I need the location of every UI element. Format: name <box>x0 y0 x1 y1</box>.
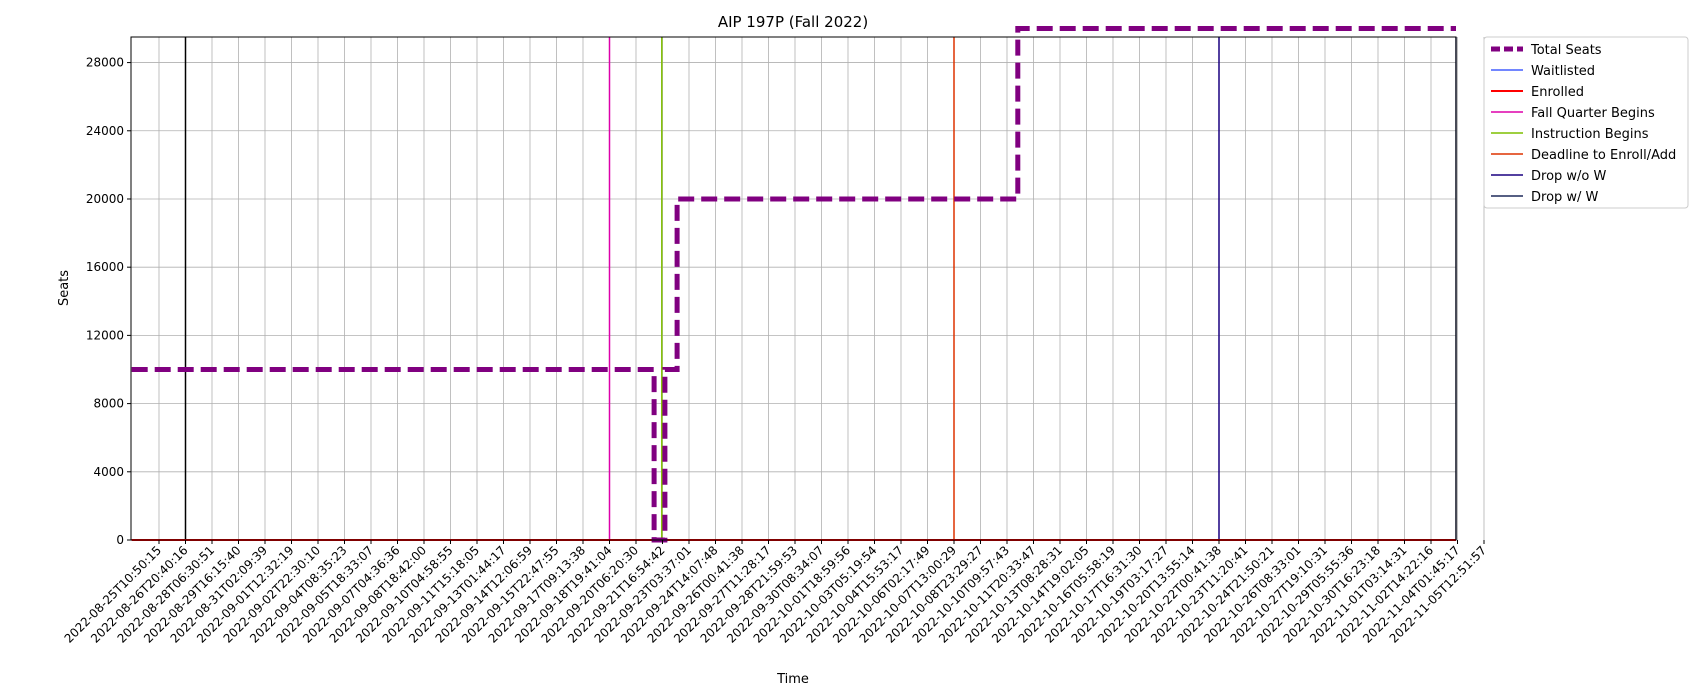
y-tick-label: 28000 <box>86 56 124 70</box>
legend-label: Waitlisted <box>1531 64 1595 79</box>
plot-frame <box>130 36 1457 541</box>
legend-label: Drop w/o W <box>1531 169 1607 184</box>
legend-label: Drop w/ W <box>1531 190 1599 205</box>
legend-frame <box>1483 36 1689 209</box>
y-tick-label: 16000 <box>86 260 124 274</box>
legend-label: Instruction Begins <box>1531 127 1649 142</box>
y-axis-ticks: 0 4000 8000 12000 16000 20000 24000 28000 <box>86 56 131 547</box>
y-tick-label: 24000 <box>86 124 124 138</box>
legend: Total Seats Waitlisted Enrolled Fall Quarte… <box>1483 36 1689 209</box>
legend-label: Fall Quarter Begins <box>1531 106 1655 121</box>
legend-label: Total Seats <box>1530 43 1602 58</box>
y-tick-label: 0 <box>116 533 124 547</box>
legend-label: Enrolled <box>1531 85 1584 100</box>
y-axis-label: Seats <box>57 270 72 306</box>
y-tick-label: 20000 <box>86 192 124 206</box>
y-tick-label: 12000 <box>86 328 124 342</box>
legend-label: Deadline to Enroll/Add <box>1531 148 1676 163</box>
x-axis-label: Time <box>776 672 809 687</box>
marker-layer <box>184 37 1457 540</box>
y-tick-label: 8000 <box>93 397 124 411</box>
series-line <box>131 26 1456 543</box>
y-tick-label: 4000 <box>93 465 124 479</box>
chart-title: AIP 197P (Fall 2022) <box>718 13 868 31</box>
